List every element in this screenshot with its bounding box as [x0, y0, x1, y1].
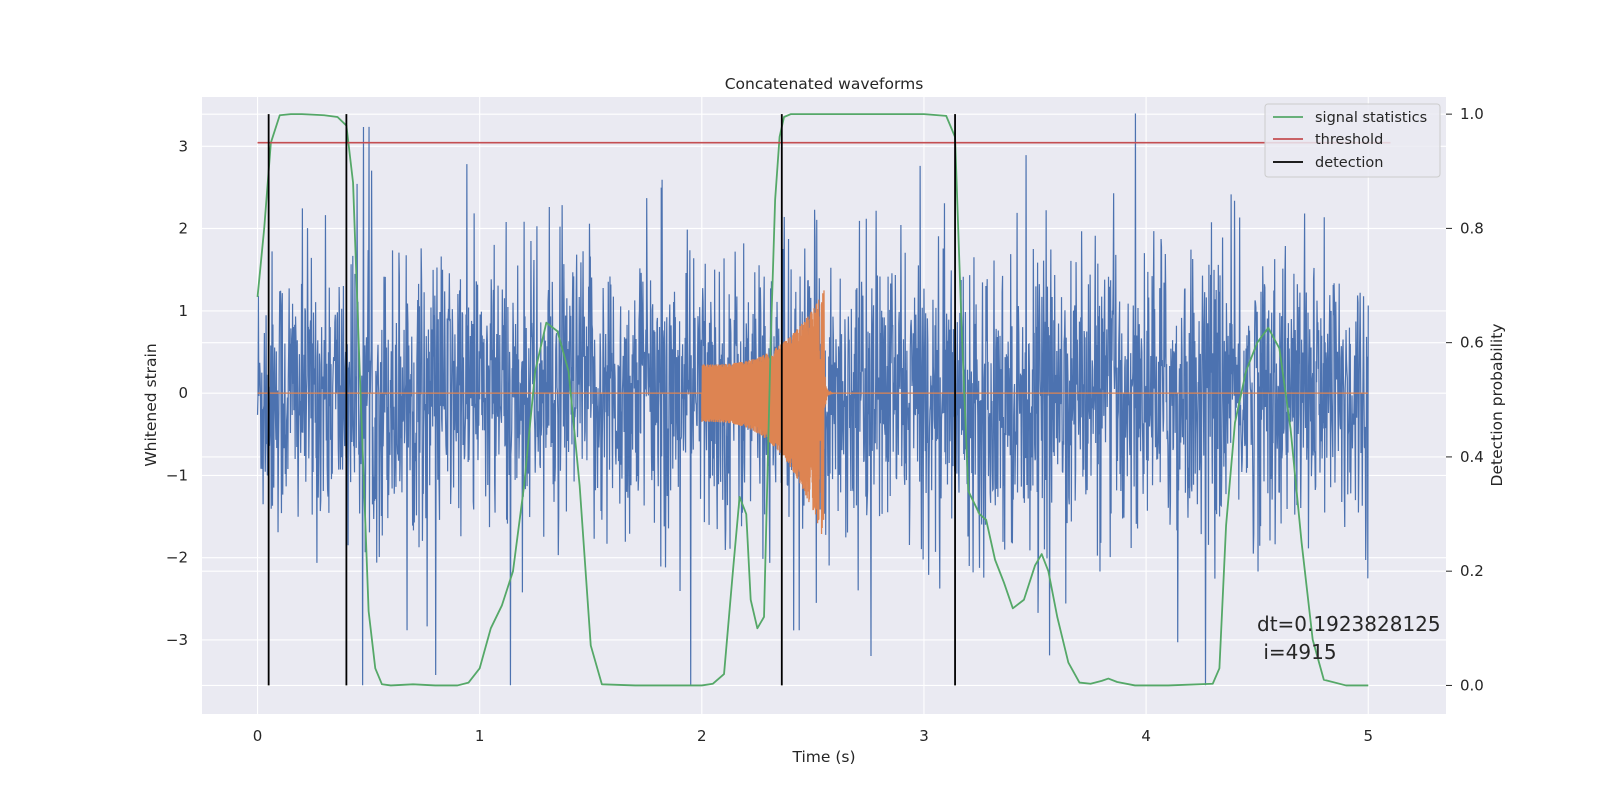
x-tick-label: 1: [475, 727, 485, 745]
annotation-dt: dt=0.1923828125: [1257, 612, 1441, 636]
y-axis-label: Whitened strain: [142, 343, 160, 466]
x-tick-label: 0: [253, 727, 263, 745]
y-right-tick-label: 0.4: [1460, 448, 1484, 466]
chart-title: Concatenated waveforms: [725, 75, 924, 93]
y-tick-label: 3: [178, 137, 188, 155]
y-tick-label: −2: [166, 549, 188, 567]
x-tick-label: 5: [1363, 727, 1373, 745]
y-axis-left-ticks: 3 2 1 0 −1 −2 −3: [166, 137, 188, 649]
y-right-tick-label: 0.8: [1460, 219, 1484, 237]
y-right-tick-label: 1.0: [1460, 105, 1484, 123]
legend-label-signal-statistics: signal statistics: [1315, 110, 1427, 126]
injection-series: [257, 290, 1369, 535]
y-right-tick-label: 0.2: [1460, 562, 1484, 580]
y-axis-right-ticks: 1.0 0.8 0.6 0.4 0.2 0.0: [1446, 105, 1484, 694]
signal-statistics-line: [256, 113, 1369, 687]
legend: signal statistics threshold detection: [1264, 103, 1441, 178]
x-axis-ticks: 0 1 2 3 4 5: [253, 727, 1373, 745]
signal-statistics-series: [256, 113, 1369, 687]
legend-label-detection: detection: [1315, 155, 1383, 171]
x-axis-label: Time (s): [791, 748, 855, 766]
x-tick-label: 2: [697, 727, 707, 745]
y-tick-label: 2: [178, 220, 188, 238]
y-tick-label: −1: [166, 466, 188, 484]
y-right-tick-label: 0.6: [1460, 334, 1484, 352]
y-axis-right-label: Detection probability: [1488, 324, 1506, 487]
annotation: dt=0.1923828125 i=4915: [1257, 612, 1441, 664]
x-tick-label: 4: [1141, 727, 1151, 745]
injection-line: [257, 290, 1369, 535]
y-tick-label: 1: [178, 302, 188, 320]
x-tick-label: 3: [919, 727, 929, 745]
legend-box: [1264, 103, 1441, 178]
detection-series: [267, 114, 956, 686]
annotation-index: i=4915: [1257, 640, 1337, 664]
legend-label-threshold: threshold: [1315, 132, 1383, 148]
y-tick-label: −3: [166, 631, 188, 649]
y-right-tick-label: 0.0: [1460, 676, 1484, 694]
y-tick-label: 0: [178, 384, 188, 402]
